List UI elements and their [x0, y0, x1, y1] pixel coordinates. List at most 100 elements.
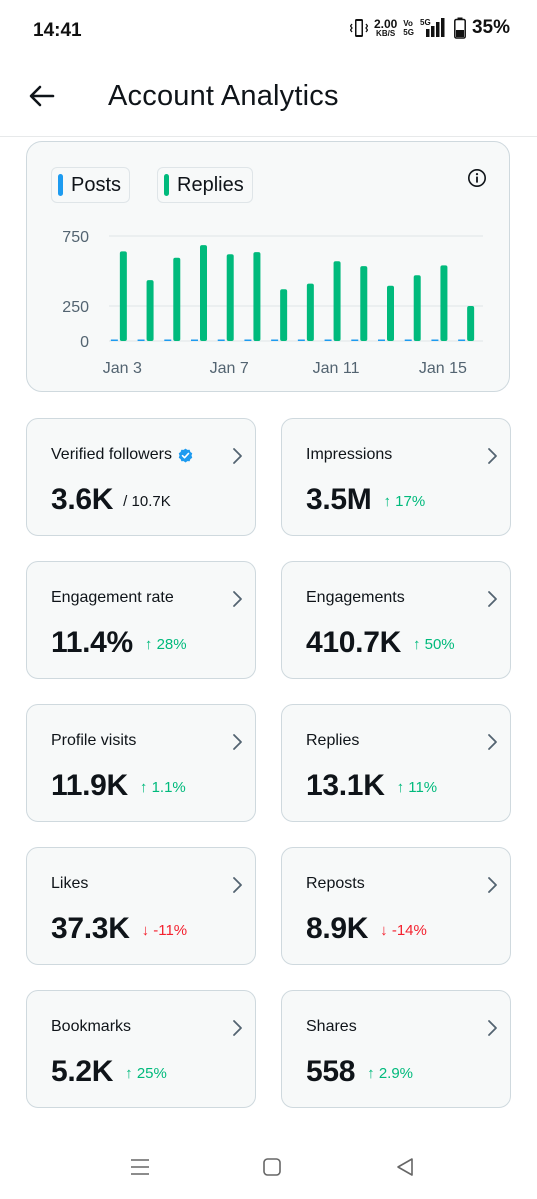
legend-posts[interactable]: Posts	[51, 167, 131, 203]
bar-replies	[387, 285, 394, 341]
metric-value-row: 37.3K ↓ -11%	[51, 912, 187, 946]
bar-replies	[253, 252, 261, 341]
bar-posts	[110, 339, 118, 341]
bar-posts	[297, 339, 305, 341]
verified-badge-icon	[178, 448, 193, 462]
metric-delta-value: 1.1%	[151, 779, 186, 796]
metric-value: 3.5M	[306, 483, 372, 516]
metric-delta: ↓ -11%	[142, 922, 188, 939]
legend-posts-label: Posts	[71, 173, 122, 196]
metric-delta: ↑ 25%	[125, 1065, 167, 1082]
metric-delta-value: 2.9%	[378, 1065, 414, 1082]
metric-value-row: 3.6K / 10.7K	[51, 483, 171, 517]
chevron-right-icon	[488, 877, 497, 893]
metric-value: 410.7K	[306, 626, 401, 659]
metric-delta: ↑ 28%	[145, 636, 187, 653]
bar-replies	[413, 275, 421, 341]
metric-value-row: 13.1K ↑ 11%	[306, 769, 437, 803]
metric-card-replies[interactable]: Replies 13.1K ↑ 11%	[281, 704, 511, 822]
bar-replies	[440, 265, 448, 341]
home-square-icon[interactable]	[260, 1155, 284, 1179]
metric-value: 558	[306, 1055, 356, 1088]
metric-card-verified-followers[interactable]: Verified followers 3.6K / 10.7K	[26, 418, 256, 536]
metric-label-text: Engagements	[306, 589, 405, 606]
back-triangle-icon[interactable]	[393, 1155, 417, 1179]
metric-value-row: 558 ↑ 2.9%	[306, 1055, 413, 1089]
metric-value-row: 410.7K ↑ 50%	[306, 626, 455, 660]
battery-percent: 35%	[471, 17, 510, 38]
metric-delta-value: -14%	[391, 922, 427, 939]
metric-label-text: Verified followers	[51, 446, 172, 463]
arrow-up-icon: ↑	[396, 779, 409, 796]
metric-card-shares[interactable]: Shares 558 ↑ 2.9%	[281, 990, 511, 1108]
metric-delta: ↑ 2.9%	[367, 1065, 413, 1082]
chevron-right-icon	[488, 591, 497, 607]
system-navbar	[0, 1140, 537, 1199]
arrow-up-icon: ↑	[412, 636, 425, 653]
bar-posts	[404, 339, 412, 341]
arrow-up-icon: ↑	[144, 636, 157, 653]
bar-replies	[280, 289, 288, 341]
chevron-right-icon	[233, 734, 242, 750]
x-tick-label: Jan 7	[210, 360, 249, 377]
metric-label-text: Bookmarks	[51, 1018, 132, 1035]
legend-replies-label: Replies	[177, 173, 244, 196]
metric-card-bookmarks[interactable]: Bookmarks 5.2K ↑ 25%	[26, 990, 256, 1108]
vibrate-icon	[349, 19, 368, 37]
metric-label: Likes	[51, 875, 88, 893]
metric-label: Engagement rate	[51, 589, 174, 607]
metric-card-impressions[interactable]: Impressions 3.5M ↑ 17%	[281, 418, 511, 536]
arrow-up-icon: ↑	[367, 1065, 379, 1082]
status-time: 14:41	[33, 20, 82, 41]
speed-unit: KB/S	[376, 28, 396, 38]
chevron-right-icon	[233, 877, 242, 893]
speed-value: 2.00	[373, 16, 398, 31]
menu-icon[interactable]	[128, 1155, 152, 1179]
bar-replies	[467, 306, 475, 341]
metric-label-text: Impressions	[306, 446, 393, 463]
chart-card: Posts Replies 750 250 0 Jan 3 Jan 7 Jan 11 Jan…	[26, 141, 510, 392]
metric-card-likes[interactable]: Likes 37.3K ↓ -11%	[26, 847, 256, 965]
metric-label-text: Replies	[306, 732, 360, 749]
metric-card-engagement-rate[interactable]: Engagement rate 11.4% ↑ 28%	[26, 561, 256, 679]
chevron-right-icon	[488, 734, 497, 750]
metric-value: 37.3K	[51, 912, 130, 945]
back-arrow-icon[interactable]	[26, 80, 58, 112]
legend-replies[interactable]: Replies	[157, 167, 253, 203]
y-tick-label: 750	[62, 229, 89, 246]
metric-card-engagements[interactable]: Engagements 410.7K ↑ 50%	[281, 561, 511, 679]
bar-replies	[306, 283, 314, 341]
metric-delta: ↑ 11%	[397, 779, 438, 796]
metric-value: 8.9K	[306, 912, 369, 945]
info-icon[interactable]	[467, 168, 487, 188]
bar-posts	[217, 339, 225, 341]
metric-delta-value: 50%	[424, 636, 455, 653]
volte-top: Vo	[403, 19, 413, 28]
metric-value-row: 8.9K ↓ -14%	[306, 912, 427, 946]
bar-replies	[146, 280, 154, 341]
metric-label: Profile visits	[51, 732, 136, 750]
replies-swatch	[164, 174, 169, 196]
metric-delta: ↓ -14%	[380, 922, 427, 939]
bar-posts	[431, 339, 439, 341]
bar-replies	[360, 266, 368, 341]
metric-card-profile-visits[interactable]: Profile visits 11.9K ↑ 1.1%	[26, 704, 256, 822]
bar-replies	[200, 245, 207, 341]
bar-posts	[351, 339, 359, 341]
metric-card-reposts[interactable]: Reposts 8.9K ↓ -14%	[281, 847, 511, 965]
metric-delta-value: 28%	[156, 636, 187, 653]
metric-label: Bookmarks	[51, 1018, 131, 1036]
metric-value: 5.2K	[51, 1055, 114, 1088]
page-title: Account Analytics	[108, 80, 339, 112]
metric-value: 11.4%	[51, 626, 133, 659]
metric-label: Shares	[306, 1018, 357, 1036]
metric-value: 3.6K	[51, 483, 114, 516]
metric-delta: ↑ 17%	[384, 493, 426, 510]
y-tick-label: 0	[80, 334, 89, 351]
bar-posts	[378, 339, 385, 341]
battery-icon	[454, 17, 466, 39]
status-bar: 14:41 2.00 KB/S Vo 5G 5G 35%	[0, 0, 537, 60]
svg-text:5G: 5G	[420, 18, 431, 27]
metric-value-row: 3.5M ↑ 17%	[306, 483, 425, 517]
x-tick-label: Jan 3	[103, 360, 142, 377]
